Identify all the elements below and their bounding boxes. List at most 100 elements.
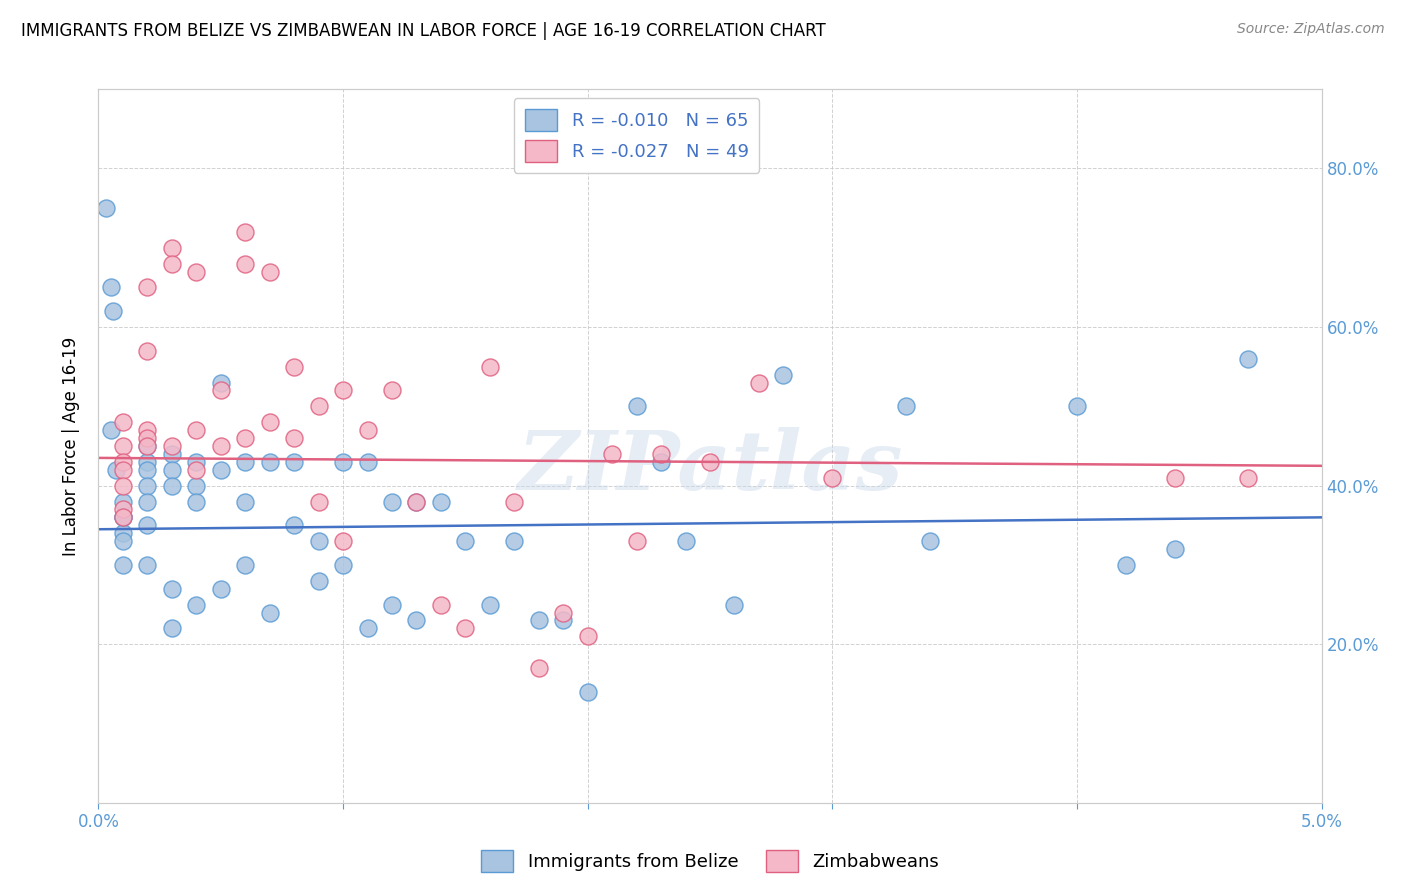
- Point: [478, 598, 501, 612]
- Point: [332, 558, 354, 572]
- Point: [111, 455, 134, 469]
- Point: [259, 455, 281, 469]
- Point: [111, 510, 134, 524]
- Point: [233, 558, 256, 572]
- Point: [160, 257, 183, 271]
- Point: [821, 471, 844, 485]
- Point: [308, 574, 330, 588]
- Point: [186, 494, 208, 508]
- Point: [136, 455, 159, 469]
- Point: [308, 400, 330, 414]
- Point: [650, 447, 672, 461]
- Point: [104, 463, 127, 477]
- Point: [111, 463, 134, 477]
- Point: [332, 455, 354, 469]
- Point: [136, 439, 159, 453]
- Y-axis label: In Labor Force | Age 16-19: In Labor Force | Age 16-19: [62, 336, 80, 556]
- Point: [111, 494, 134, 508]
- Point: [101, 304, 124, 318]
- Point: [894, 400, 917, 414]
- Point: [100, 423, 122, 437]
- Point: [233, 455, 256, 469]
- Point: [454, 534, 477, 549]
- Point: [308, 494, 330, 508]
- Point: [405, 494, 427, 508]
- Point: [160, 478, 183, 492]
- Point: [186, 455, 208, 469]
- Point: [160, 582, 183, 596]
- Point: [626, 400, 648, 414]
- Legend: Immigrants from Belize, Zimbabweans: Immigrants from Belize, Zimbabweans: [474, 843, 946, 880]
- Point: [1115, 558, 1137, 572]
- Point: [136, 518, 159, 533]
- Point: [553, 614, 575, 628]
- Point: [381, 598, 404, 612]
- Point: [1164, 471, 1187, 485]
- Point: [136, 439, 159, 453]
- Point: [381, 494, 404, 508]
- Point: [186, 463, 208, 477]
- Point: [100, 280, 122, 294]
- Point: [503, 534, 526, 549]
- Point: [454, 621, 477, 635]
- Point: [209, 384, 232, 398]
- Point: [111, 526, 134, 541]
- Point: [748, 376, 770, 390]
- Point: [699, 455, 721, 469]
- Point: [478, 359, 501, 374]
- Point: [136, 280, 159, 294]
- Point: [136, 463, 159, 477]
- Point: [111, 510, 134, 524]
- Point: [259, 415, 281, 429]
- Point: [136, 431, 159, 445]
- Point: [233, 225, 256, 239]
- Point: [283, 359, 305, 374]
- Point: [233, 494, 256, 508]
- Point: [430, 598, 453, 612]
- Text: Source: ZipAtlas.com: Source: ZipAtlas.com: [1237, 22, 1385, 37]
- Point: [283, 431, 305, 445]
- Point: [503, 494, 526, 508]
- Point: [283, 455, 305, 469]
- Point: [111, 439, 134, 453]
- Point: [186, 598, 208, 612]
- Point: [527, 614, 550, 628]
- Point: [186, 264, 208, 278]
- Point: [405, 494, 427, 508]
- Point: [283, 518, 305, 533]
- Point: [136, 423, 159, 437]
- Point: [1164, 542, 1187, 557]
- Point: [650, 455, 672, 469]
- Point: [160, 241, 183, 255]
- Point: [160, 447, 183, 461]
- Point: [675, 534, 697, 549]
- Point: [259, 264, 281, 278]
- Point: [405, 614, 427, 628]
- Point: [136, 494, 159, 508]
- Point: [308, 534, 330, 549]
- Point: [111, 502, 134, 516]
- Point: [259, 606, 281, 620]
- Point: [356, 423, 378, 437]
- Point: [111, 415, 134, 429]
- Point: [111, 510, 134, 524]
- Point: [920, 534, 942, 549]
- Point: [332, 534, 354, 549]
- Point: [111, 478, 134, 492]
- Point: [186, 423, 208, 437]
- Point: [209, 376, 232, 390]
- Point: [553, 606, 575, 620]
- Point: [209, 463, 232, 477]
- Point: [209, 439, 232, 453]
- Point: [94, 201, 117, 215]
- Point: [111, 534, 134, 549]
- Point: [1066, 400, 1088, 414]
- Text: IMMIGRANTS FROM BELIZE VS ZIMBABWEAN IN LABOR FORCE | AGE 16-19 CORRELATION CHAR: IMMIGRANTS FROM BELIZE VS ZIMBABWEAN IN …: [21, 22, 825, 40]
- Point: [527, 661, 550, 675]
- Point: [626, 534, 648, 549]
- Point: [160, 621, 183, 635]
- Point: [1237, 351, 1260, 366]
- Point: [381, 384, 404, 398]
- Point: [209, 582, 232, 596]
- Point: [723, 598, 745, 612]
